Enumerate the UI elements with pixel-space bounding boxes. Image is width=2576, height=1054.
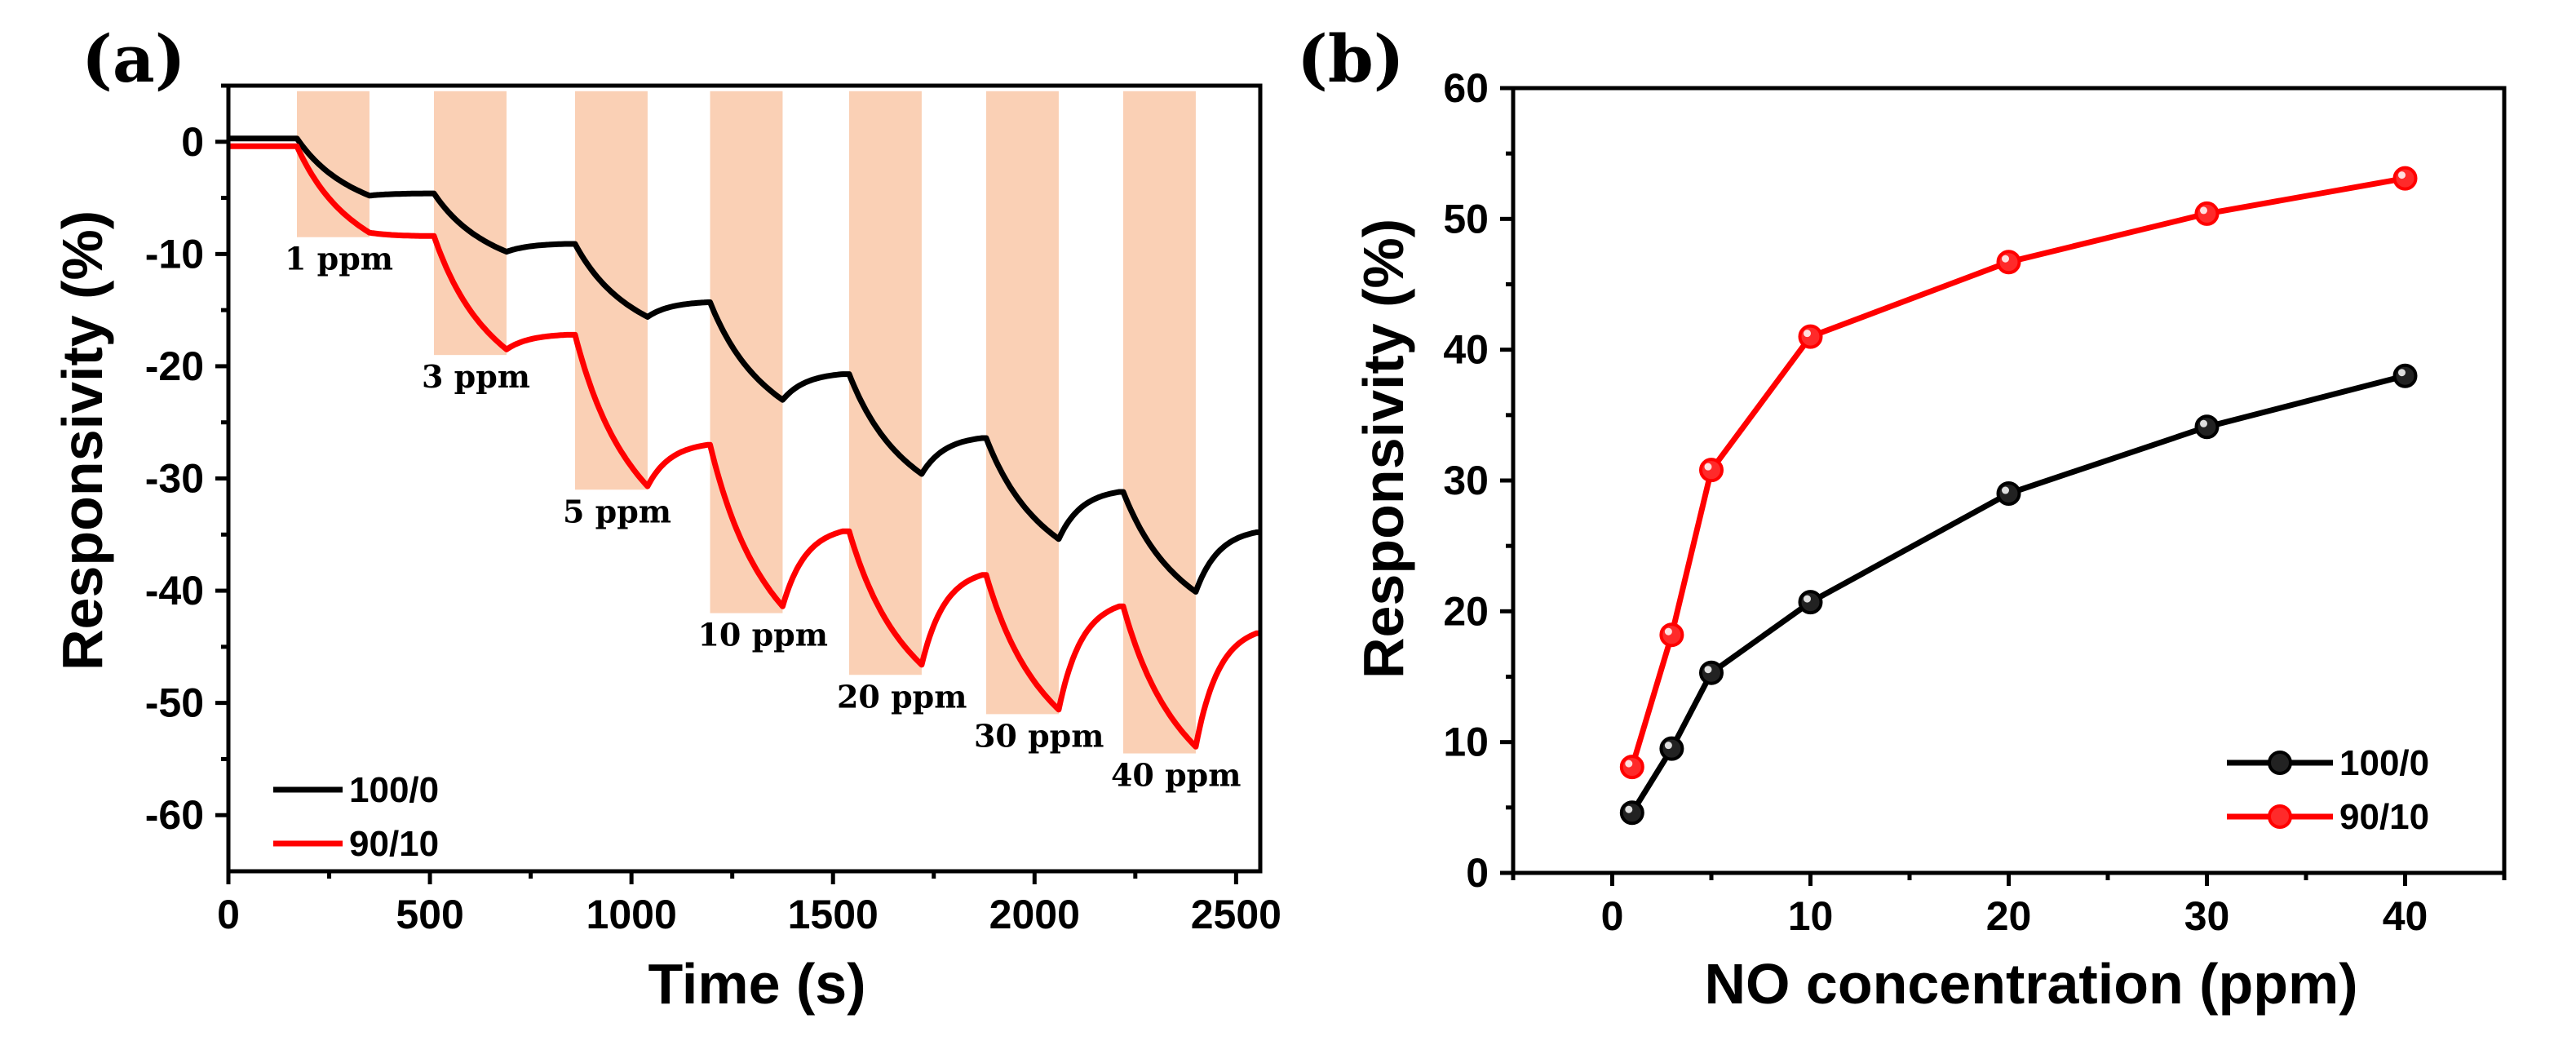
b-point-1-3 (1798, 324, 1823, 349)
b-point-highlight-1-3 (1804, 330, 1811, 338)
b-x-tick-label-1: 10 (1788, 893, 1834, 939)
a-axes: 0 500 1000 1500 2000 2500 0 -10 -20 -30 -40 -50 -60 (145, 83, 1281, 937)
b-point-highlight-0-1 (1664, 742, 1672, 750)
a-x-tick-label-4: 2000 (989, 892, 1080, 937)
a-y-tick-label-4: -40 (145, 568, 204, 613)
a-x-tick-label-3: 1500 (788, 892, 879, 937)
band-3 (710, 91, 783, 613)
b-y-tick-label-0: 0 (1466, 850, 1489, 896)
a-y-tick-label-0: 0 (181, 119, 204, 165)
a-y-tick-label-1: -10 (145, 231, 204, 277)
b-point-highlight-0-3 (1804, 595, 1811, 603)
a-x-tick-label-2: 1000 (586, 892, 677, 937)
band-label-6: 40 ppm (1111, 757, 1241, 794)
a-x-axis-title: Time (s) (648, 952, 865, 1016)
b-point-highlight-1-5 (2200, 206, 2207, 215)
b-legend-marker-0 (2268, 751, 2292, 775)
band-6 (1122, 91, 1196, 754)
a-series-lines (228, 135, 1260, 750)
a-y-tick-label-5: -50 (145, 680, 204, 726)
b-y-tick-label-3: 30 (1443, 458, 1489, 503)
b-point-0-3 (1798, 590, 1823, 615)
band-label-1: 3 ppm (422, 358, 530, 395)
b-x-tick-label-0: 0 (1601, 893, 1624, 939)
b-point-0-0 (1619, 800, 1644, 826)
b-series-points (1619, 166, 2418, 826)
panel-b: (b) 0 10 20 30 40 0 10 20 30 40 50 60 NO concentrat… (1297, 20, 2507, 1016)
band-label-5: 30 ppm (974, 717, 1104, 754)
band-label-0: 1 ppm (285, 241, 393, 277)
b-y-tick-label-4: 40 (1443, 327, 1489, 373)
b-point-highlight-1-4 (2002, 255, 2009, 263)
band-4 (848, 91, 922, 675)
b-legend-label-1: 90/10 (2339, 797, 2429, 837)
band-label-2: 5 ppm (563, 493, 671, 529)
b-point-1-5 (2194, 201, 2220, 226)
panel-b-label: (b) (1297, 20, 1405, 97)
a-x-tick-label-0: 0 (217, 892, 240, 937)
a-legend-label-1: 90/10 (349, 824, 439, 864)
b-legend: 100/0 90/10 (2227, 743, 2429, 837)
a-x-tick-label-5: 2500 (1191, 892, 1281, 937)
b-point-1-2 (1699, 458, 1724, 483)
b-legend-label-0: 100/0 (2339, 743, 2429, 783)
b-line-100-0 (1629, 373, 2406, 815)
b-x-tick-label-3: 30 (2184, 893, 2230, 939)
a-legend: 100/0 90/10 (273, 770, 439, 864)
b-point-highlight-0-0 (1625, 805, 1633, 813)
a-y-tick-label-3: -30 (145, 456, 204, 502)
b-point-1-0 (1619, 755, 1644, 780)
b-axes: 0 10 20 30 40 0 10 20 30 40 50 60 (1443, 65, 2507, 939)
b-y-tick-label-1: 10 (1443, 720, 1489, 765)
b-point-1-1 (1659, 622, 1684, 648)
b-x-tick-label-2: 20 (1986, 893, 2032, 939)
b-y-tick-label-5: 50 (1443, 196, 1489, 241)
b-point-highlight-1-6 (2398, 171, 2406, 179)
a-legend-label-0: 100/0 (349, 770, 439, 810)
b-point-highlight-1-2 (1704, 463, 1712, 471)
b-point-0-5 (2194, 414, 2220, 440)
b-x-tick-label-4: 40 (2383, 893, 2428, 939)
a-y-tick-label-6: -60 (145, 792, 204, 838)
band-1 (434, 91, 507, 356)
b-point-highlight-1-0 (1625, 760, 1633, 768)
a-y-axis-title: Responsivity (%) (51, 210, 114, 671)
b-point-0-6 (2392, 363, 2418, 388)
b-point-0-1 (1659, 736, 1684, 761)
b-point-0-2 (1699, 660, 1724, 685)
b-point-highlight-1-1 (1664, 627, 1672, 636)
band-label-4: 20 ppm (837, 678, 967, 715)
b-point-highlight-0-2 (1704, 666, 1712, 674)
b-point-highlight-0-5 (2200, 419, 2207, 427)
band-label-3: 10 ppm (697, 617, 827, 653)
b-y-tick-label-2: 20 (1443, 588, 1489, 634)
a-line-90-10 (228, 143, 1260, 750)
b-legend-marker-1 (2268, 804, 2292, 829)
b-point-0-4 (1996, 481, 2021, 507)
b-point-highlight-0-4 (2002, 486, 2009, 494)
band-5 (985, 91, 1059, 715)
b-y-axis-title: Responsivity (%) (1352, 219, 1415, 679)
b-point-highlight-0-6 (2398, 369, 2406, 377)
a-exposure-bands (297, 91, 1196, 754)
b-point-1-4 (1996, 250, 2021, 275)
a-line-100-0 (228, 135, 1260, 595)
b-y-tick-label-6: 60 (1443, 65, 1489, 111)
a-x-tick-label-1: 500 (396, 892, 463, 937)
b-x-axis-title: NO concentration (ppm) (1704, 952, 2357, 1016)
b-point-1-6 (2392, 166, 2418, 191)
panel-a-label: (a) (82, 20, 186, 97)
a-y-tick-label-2: -20 (145, 343, 204, 389)
